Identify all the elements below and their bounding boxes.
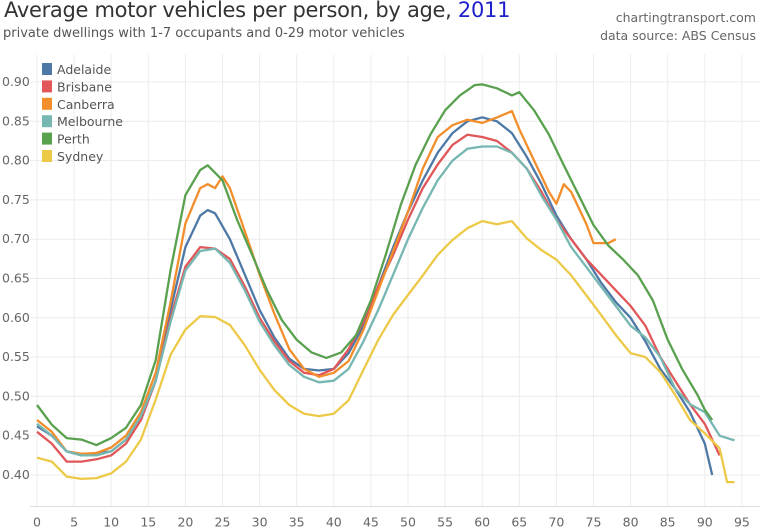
x-tick-label: 95 (734, 514, 750, 529)
legend-swatch-canberra (42, 97, 52, 110)
y-tick-label: 0.65 (2, 271, 30, 286)
y-tick-label: 0.60 (2, 310, 30, 325)
chart-title: Average motor vehicles per person, by ag… (4, 0, 510, 22)
x-tick-label: 30 (252, 514, 268, 529)
y-tick-label: 0.50 (2, 388, 30, 403)
x-tick-label: 25 (215, 514, 231, 529)
x-tick-label: 65 (511, 514, 527, 529)
legend-swatch-brisbane (42, 80, 52, 93)
y-tick-label: 0.85 (2, 113, 30, 128)
x-tick-label: 10 (103, 514, 119, 529)
title-year: 2011 (457, 0, 511, 22)
y-tick-label: 0.70 (2, 231, 30, 246)
y-tick-label: 0.75 (2, 192, 30, 207)
credit-text: chartingtransport.com (615, 10, 756, 25)
x-tick-label: 20 (177, 514, 193, 529)
legend-label-canberra: Canberra (57, 97, 115, 112)
y-tick-label: 0.55 (2, 349, 30, 364)
series-line-canberra (36, 109, 617, 455)
x-tick-label: 55 (437, 514, 453, 529)
x-tick-label: 60 (474, 514, 490, 529)
legend-swatch-melbourne (42, 115, 52, 128)
series-line-perth (36, 83, 714, 447)
chart-subtitle: private dwellings with 1-7 occupants and… (3, 26, 405, 41)
x-tick-label: 70 (548, 514, 564, 529)
y-tick-label: 0.40 (2, 467, 30, 482)
source-text: data source: ABS Census (600, 28, 756, 43)
legend-label-adelaide: Adelaide (57, 62, 111, 77)
legend-label-melbourne: Melbourne (57, 114, 123, 129)
x-tick-label: 5 (70, 514, 78, 529)
x-tick-label: 45 (363, 514, 379, 529)
series-line-melbourne (36, 145, 735, 457)
legend-swatch-adelaide (42, 63, 52, 75)
x-tick-label: 50 (400, 514, 416, 529)
x-tick-label: 15 (140, 514, 156, 529)
x-tick-label: 35 (289, 514, 305, 529)
legend-label-brisbane: Brisbane (57, 79, 112, 94)
x-tick-label: 80 (623, 514, 639, 529)
legend-swatch-perth (42, 132, 52, 145)
legend-label-perth: Perth (57, 132, 90, 147)
y-tick-label: 0.80 (2, 153, 30, 168)
x-tick-label: 40 (326, 514, 342, 529)
x-tick-label: 75 (586, 514, 602, 529)
y-tick-label: 0.45 (2, 428, 30, 443)
y-tick-label: 0.90 (2, 74, 30, 89)
legend-label-sydney: Sydney (57, 149, 104, 164)
series-line-sydney (36, 219, 735, 484)
x-tick-label: 90 (697, 514, 713, 529)
x-tick-label: 85 (660, 514, 676, 529)
x-tick-label: 0 (33, 514, 41, 529)
title-text: Average motor vehicles per person, by ag… (4, 0, 458, 22)
legend-swatch-sydney (42, 150, 52, 162)
